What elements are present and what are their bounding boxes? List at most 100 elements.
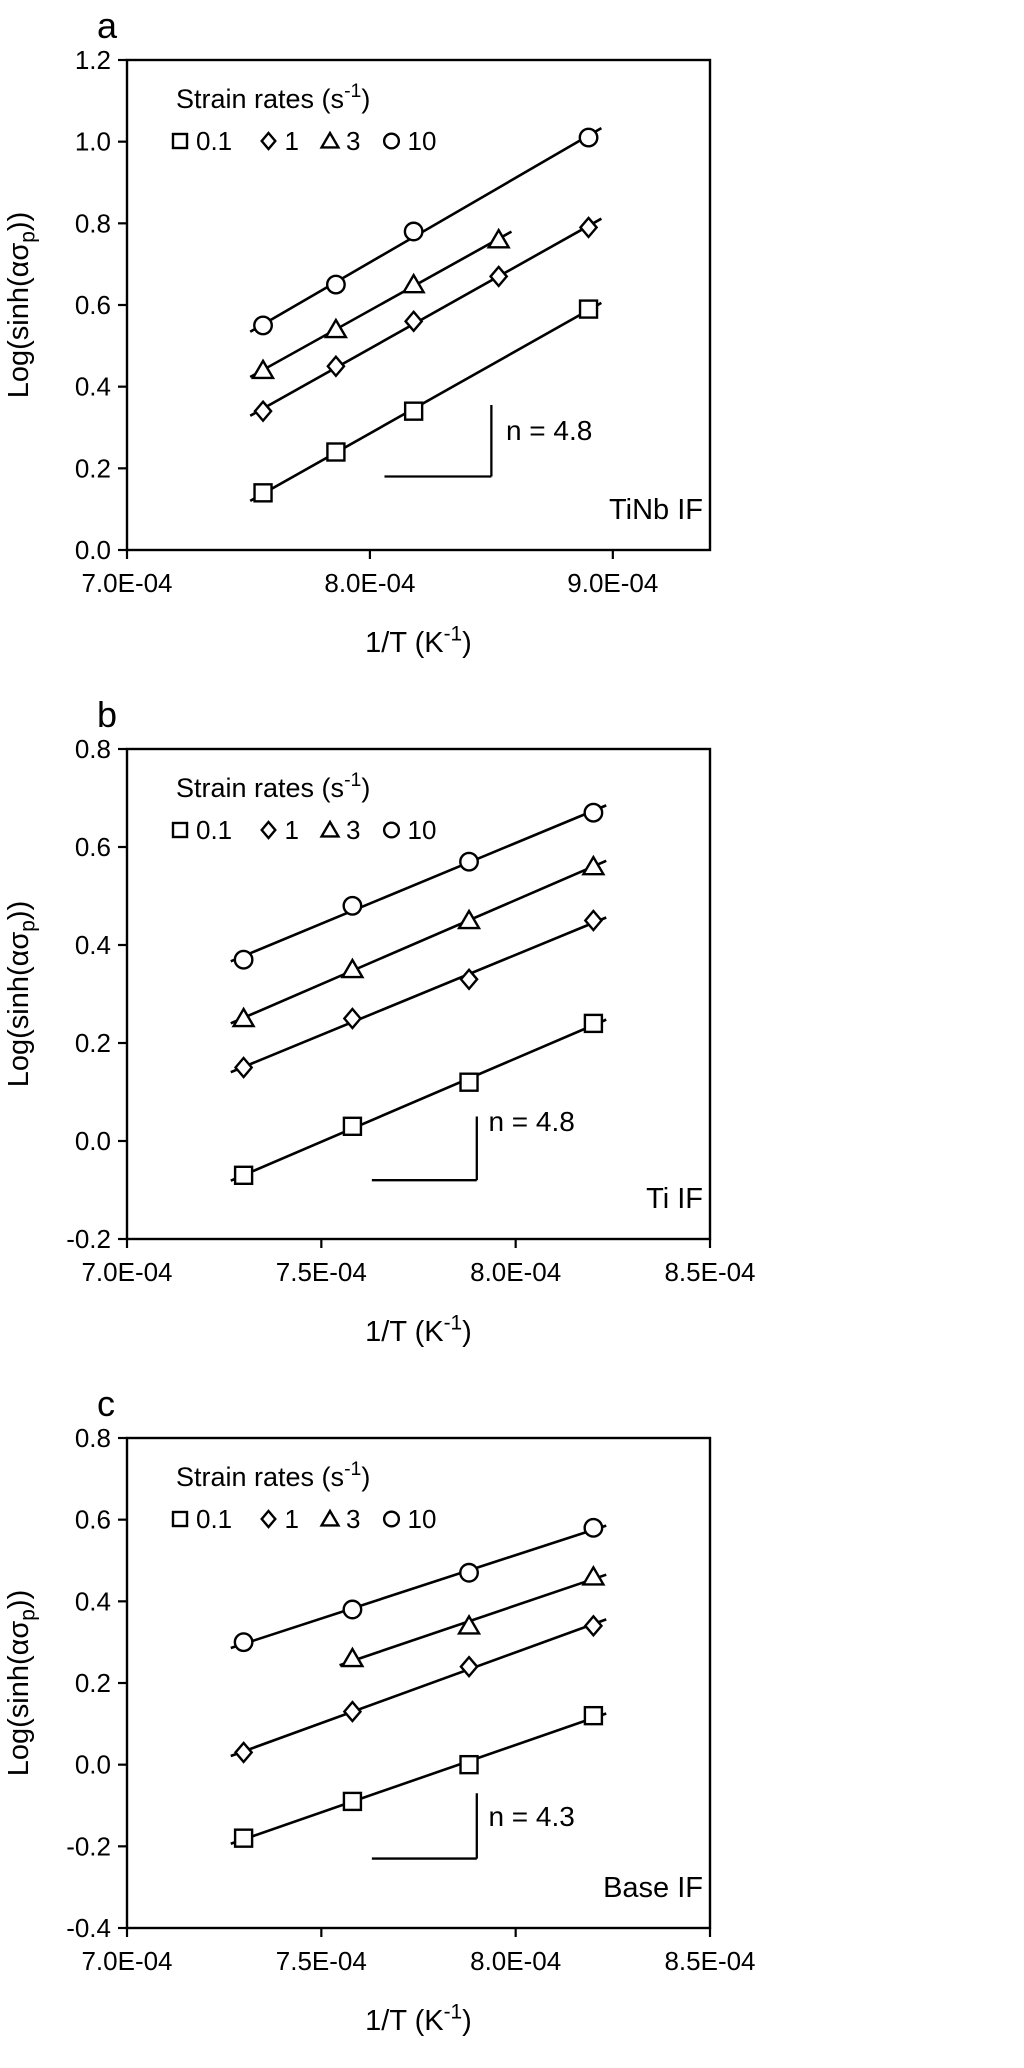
data-point-0.1-square-marker [342,1791,363,1812]
legend-diamond-diamond-marker [260,820,277,840]
data-point-3-triangle-marker [340,957,365,979]
legend-diamond-diamond-marker [260,131,277,151]
y-tick-label: 0.0 [75,1126,111,1156]
x-tick-label: 8.5E-04 [664,1257,755,1287]
legend-label-0.1: 0.1 [196,815,232,845]
legend-title: Strain rates (s-1) [176,769,370,803]
y-tick-label: 0.4 [75,930,111,960]
data-point-1-diamond-marker [583,1614,604,1638]
y-tick-label: 0.2 [75,1668,111,1698]
legend-title: Strain rates (s-1) [176,1458,370,1492]
data-point-3-triangle-marker [340,1646,365,1668]
x-tick-label: 8.0E-04 [324,568,415,598]
trend-line-10 [230,804,607,963]
trend-line-3 [230,859,607,1025]
data-point-3-triangle-marker [250,358,276,380]
chart-panel-b: b -0.2 0.0 0.2 0.4 0.6 0.8 7.0E-04 7.5E-04 8.0E-0… [3,694,756,1348]
legend-title: Strain rates (s-1) [176,80,370,114]
data-point-10-circle-marker [253,315,273,336]
y-axis-title: Log(sinh(ασp)) [3,212,39,399]
x-axis-title: 1/T (K-1) [365,622,472,659]
legend-circle-circle-marker [382,821,401,839]
data-point-1-diamond-marker [459,1655,479,1679]
legend-label-3: 3 [346,126,360,156]
legend-label-10: 10 [408,815,437,845]
data-point-10-circle-marker [578,127,599,148]
x-tick-label: 8.0E-04 [470,1257,561,1287]
trend-line-1 [230,1618,607,1758]
x-tick-label: 9.0E-04 [567,568,658,598]
data-point-3-triangle-marker [486,227,511,249]
panel-letter-a: a [97,5,118,46]
legend-triangle-triangle-marker [319,130,341,149]
x-tick-label: 7.0E-04 [81,568,172,598]
trend-line-0.1 [249,301,603,503]
x-tick-label: 7.5E-04 [276,1257,367,1287]
data-point-1-diamond-marker [342,1007,363,1030]
data-point-3-triangle-marker [456,908,482,930]
trend-line-0.1 [230,1712,607,1846]
data-point-10-circle-marker [583,1517,604,1538]
data-point-1-diamond-marker [326,354,346,378]
data-point-3-triangle-marker [231,1006,256,1028]
data-point-10-circle-marker [403,221,424,242]
data-point-10-circle-marker [233,949,254,970]
legend-square-square-marker [171,1510,189,1528]
y-tick-label: -0.2 [66,1224,111,1254]
data-point-0.1-square-marker [403,401,424,421]
legend-triangle-triangle-marker [319,1508,341,1527]
trend-line-10 [249,127,603,333]
data-point-0.1-square-marker [233,1828,254,1848]
panel-letter-c: c [97,1383,115,1424]
y-tick-label: 1.2 [75,45,111,75]
legend-label-0.1: 0.1 [196,126,232,156]
data-point-10-circle-marker [583,802,604,823]
data-point-0.1-square-marker [253,483,273,503]
slope-annotation-label: n = 4.8 [506,415,592,446]
data-point-10-circle-marker [459,1562,479,1583]
data-point-1-diamond-marker [489,265,509,288]
x-tick-label: 8.5E-04 [664,1946,755,1976]
legend-square-square-marker [171,821,189,839]
data-point-0.1-square-marker [578,299,599,319]
data-point-0.1-square-marker [583,1705,604,1726]
data-point-0.1-square-marker [583,1013,604,1034]
legend-label-10: 10 [408,1504,437,1534]
y-tick-label: -0.2 [66,1831,111,1861]
data-point-3-triangle-marker [581,854,606,876]
data-point-1-diamond-marker [233,1056,254,1079]
plot-border [125,747,712,1241]
dataset-label-c: Base IF [603,1872,703,1904]
y-axis-title: Log(sinh(ασp)) [3,901,39,1088]
y-tick-label: 0.2 [75,453,111,483]
y-tick-label: 0.4 [75,372,111,402]
panel-letter-b: b [97,694,117,735]
y-tick-label: 0.2 [75,1028,111,1058]
chart-panel-a: a 0.0 0.2 0.4 0.6 0.8 1.0 1.2 7.0E-04 8.0E-04 9.0E… [3,5,712,659]
trend-line-0.1 [230,1018,607,1182]
data-point-1-diamond-marker [578,216,599,239]
trend-line-1 [230,916,607,1074]
data-point-3-triangle-marker [323,317,348,339]
y-tick-label: 0.8 [75,734,111,764]
y-tick-label: 0.4 [75,1586,111,1616]
data-point-3-triangle-marker [581,1564,606,1586]
y-tick-label: 0.0 [75,1750,111,1780]
data-point-3-triangle-marker [401,272,426,294]
legend-label-3: 3 [346,1504,360,1534]
data-point-1-diamond-marker [233,1741,254,1764]
x-axis-title: 1/T (K-1) [365,2000,472,2037]
data-point-1-diamond-marker [459,967,479,991]
slope-annotation-label: n = 4.8 [488,1106,574,1137]
trend-line-3 [339,1573,607,1667]
x-tick-label: 7.0E-04 [81,1257,172,1287]
data-point-1-diamond-marker [583,909,604,932]
legend-label-1: 1 [285,126,299,156]
trend-line-10 [230,1524,607,1650]
y-tick-label: 0.6 [75,290,111,320]
data-point-0.1-square-marker [326,442,346,462]
data-point-0.1-square-marker [459,1072,479,1092]
y-tick-label: 0.6 [75,832,111,862]
y-tick-label: -0.4 [66,1913,111,1943]
